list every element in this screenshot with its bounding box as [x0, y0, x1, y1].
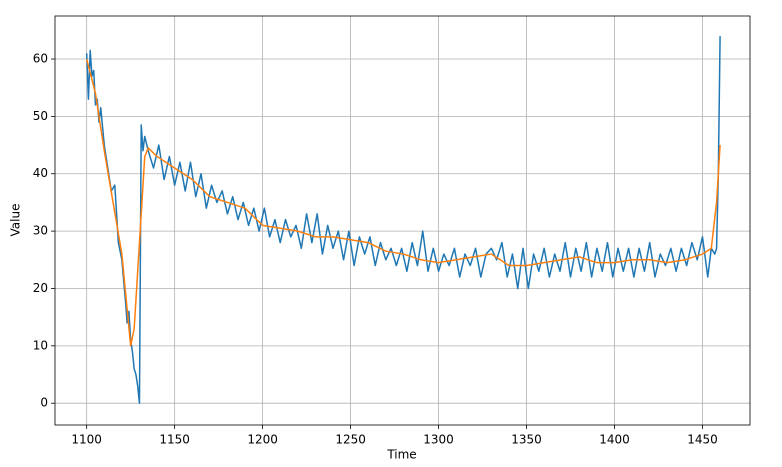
y-tick-label: 60 — [33, 52, 48, 66]
y-axis-label: Value — [9, 204, 23, 237]
x-tick-label: 1250 — [335, 433, 366, 447]
x-axis-label: Time — [386, 448, 416, 462]
y-tick-label: 0 — [40, 396, 48, 410]
y-tick-label: 10 — [33, 338, 48, 352]
x-tick-label: 1100 — [71, 433, 102, 447]
series-line — [85, 58, 721, 347]
y-tick-label: 50 — [33, 109, 48, 123]
plot-frame — [54, 15, 751, 426]
x-tick-label: 1300 — [423, 433, 454, 447]
x-tick-label: 1400 — [599, 433, 630, 447]
x-tick-label: 1200 — [247, 433, 278, 447]
x-tick-label: 1450 — [687, 433, 718, 447]
x-tick-label: 1350 — [511, 433, 542, 447]
y-tick-label: 30 — [33, 224, 48, 238]
y-tick-label: 40 — [33, 166, 48, 180]
x-tick-label: 1150 — [159, 433, 190, 447]
series-line — [85, 36, 721, 404]
y-tick-label: 20 — [33, 281, 48, 295]
